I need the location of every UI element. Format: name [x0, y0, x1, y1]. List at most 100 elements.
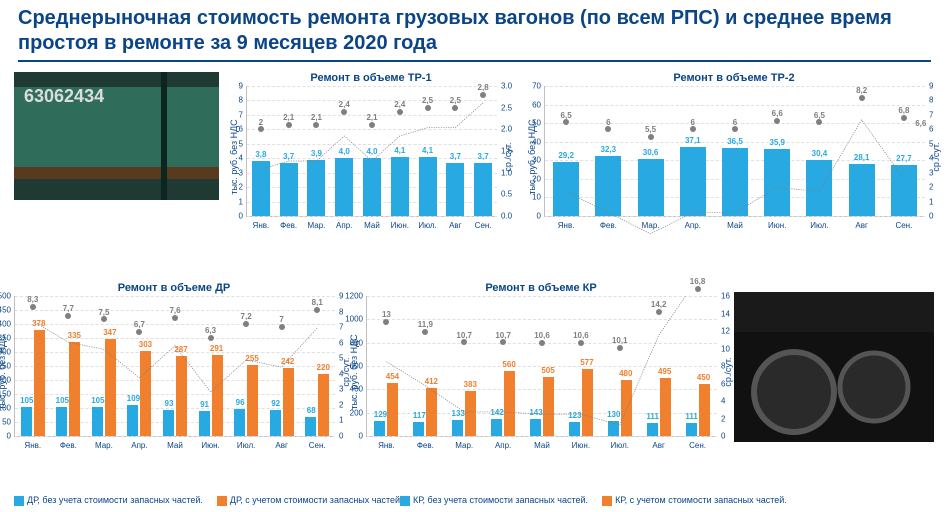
x-label: Мар.: [95, 441, 113, 450]
line-dot: [65, 313, 71, 319]
bar-a: [199, 411, 210, 436]
line-label: 6: [606, 118, 610, 127]
yrtick: 1: [339, 416, 343, 425]
x-label: Фев.: [417, 441, 434, 450]
line-dot: [695, 286, 701, 292]
bar-b-label: 220: [317, 363, 330, 372]
bar-a-label: 109: [127, 394, 140, 403]
line-dot: [901, 115, 907, 121]
line-label: 6,3: [205, 326, 216, 335]
chart-title: Ремонт в объеме КР: [366, 282, 716, 294]
ytick: 20: [532, 174, 541, 183]
ytick: 60: [532, 100, 541, 109]
x-label: Апр.: [685, 221, 701, 230]
yrtick: 2: [339, 400, 343, 409]
bar-b-label: 454: [386, 372, 399, 381]
bar-a: [849, 164, 875, 216]
line-label: 5,5: [645, 125, 656, 134]
yrtick: 9: [929, 82, 933, 91]
bar-a-label: 68: [307, 406, 316, 415]
x-label: Июл.: [611, 441, 629, 450]
bar-a: [722, 148, 748, 216]
yrtick: 5: [929, 139, 933, 148]
bar-b-label: 242: [281, 357, 294, 366]
line-dot: [480, 92, 486, 98]
bar-a-label: 96: [236, 398, 245, 407]
line-dot: [732, 126, 738, 132]
yrtick: 7: [339, 323, 343, 332]
line-dot: [397, 109, 403, 115]
line-label: 7,6: [169, 306, 180, 315]
ytick: 9: [239, 82, 243, 91]
bar-a: [647, 423, 658, 436]
line-dot: [563, 119, 569, 125]
bar-a: [56, 407, 67, 436]
x-label: Сен.: [689, 441, 706, 450]
plot-area: 0501001502002503003504004505000123456789…: [14, 296, 335, 437]
line-label: 2,5: [422, 96, 433, 105]
yrtick: 1.5: [501, 147, 512, 156]
bar-a-label: 3,7: [450, 152, 461, 161]
x-label: Июл.: [810, 221, 828, 230]
ytick: 40: [532, 137, 541, 146]
ytick: 5: [239, 139, 243, 148]
ytick: 70: [532, 82, 541, 91]
bar-b-label: 560: [502, 360, 515, 369]
axis-left-label: тыс. руб. без НДС: [229, 119, 239, 194]
yrtick: 4: [929, 154, 933, 163]
line-dot: [656, 309, 662, 315]
ytick: 4: [239, 154, 243, 163]
legend-kr-b: КР, с учетом стоимости запасных частей.: [615, 495, 787, 505]
bar-a-label: 3,8: [255, 150, 266, 159]
line-dot: [539, 340, 545, 346]
legend-dr-b: ДР, с учетом стоимости запасных частей.: [230, 495, 403, 505]
bar-b: [176, 356, 187, 436]
line-label: 2: [259, 118, 263, 127]
x-label: Мар.: [308, 221, 326, 230]
plot-area: 01234567890.00.51.01.52.02.53.0Янв.3,8Фе…: [246, 86, 497, 217]
yrtick: 3: [339, 385, 343, 394]
bar-b-label: 255: [245, 354, 258, 363]
bar-b: [387, 383, 398, 436]
yrtick: 1: [929, 197, 933, 206]
bar-b: [318, 374, 329, 436]
x-label: Май: [364, 221, 380, 230]
bar-b-label: 287: [174, 345, 187, 354]
yrtick: 14: [721, 309, 730, 318]
yrtick: 0: [721, 432, 725, 441]
bar-a-label: 143: [529, 408, 542, 417]
bar-a: [638, 159, 664, 216]
line-label: 10,1: [612, 336, 628, 345]
line-dot: [617, 345, 623, 351]
bar-a-label: 142: [490, 408, 503, 417]
plot-area: 0102030405060700123456789Янв.29,2Фев.32,…: [544, 86, 925, 217]
bar-a-label: 27,7: [896, 154, 912, 163]
ytick: 30: [532, 156, 541, 165]
ytick: 400: [0, 320, 11, 329]
x-label: Июл.: [237, 441, 255, 450]
bar-a-label: 117: [413, 411, 426, 420]
bar-a-label: 32,3: [601, 145, 617, 154]
yrtick: 4: [339, 369, 343, 378]
line-label: 6,5: [814, 111, 825, 120]
bar-a: [530, 419, 541, 436]
yrtick: 2.5: [501, 103, 512, 112]
ytick: 500: [0, 292, 11, 301]
bar-a-label: 130: [607, 410, 620, 419]
bar-a: [270, 410, 281, 436]
ytick: 0: [359, 432, 363, 441]
line-label: 10,7: [495, 331, 511, 340]
line-label: 7,2: [241, 312, 252, 321]
bar-b: [34, 330, 45, 436]
line-label: 6,7: [134, 320, 145, 329]
x-label: Авг: [855, 221, 868, 230]
bar-a-label: 28,1: [854, 153, 870, 162]
ytick: 10: [532, 193, 541, 202]
yrtick: 8: [721, 362, 725, 371]
line-dot: [313, 122, 319, 128]
line-dot: [648, 134, 654, 140]
bar-b: [426, 388, 437, 436]
bar-b: [465, 391, 476, 436]
yrtick: 6: [721, 379, 725, 388]
x-label: Июн.: [391, 221, 409, 230]
